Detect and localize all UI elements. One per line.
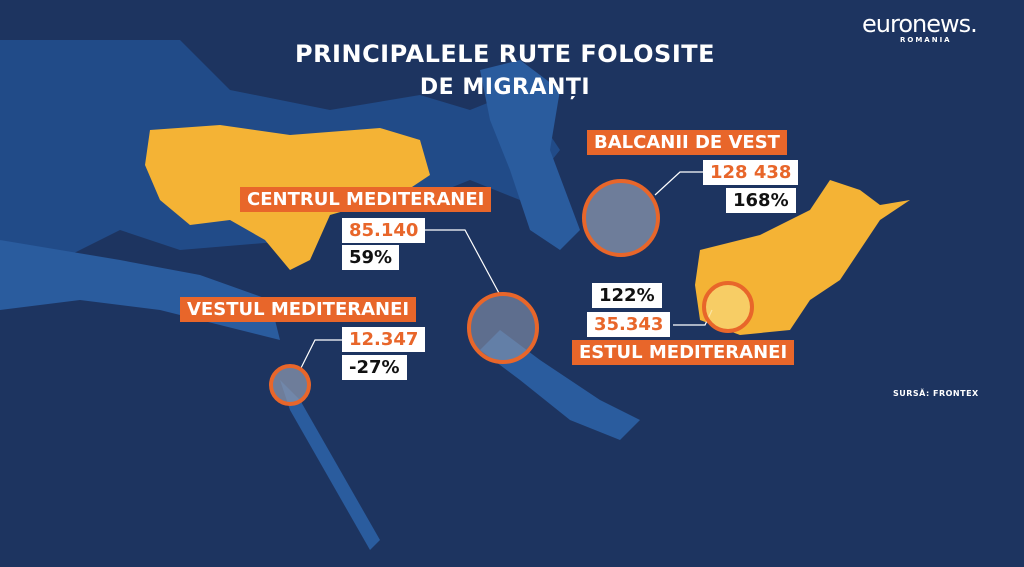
route-circle bbox=[269, 364, 311, 406]
route-change: 59% bbox=[342, 245, 400, 270]
connector bbox=[425, 229, 501, 296]
route-circle bbox=[582, 179, 660, 257]
route-circle bbox=[702, 281, 754, 333]
title: DE MIGRANȚI bbox=[419, 75, 591, 100]
route-change: -27% bbox=[342, 355, 407, 380]
route-count: 35.343 bbox=[587, 312, 671, 337]
route-circle bbox=[467, 292, 539, 364]
route-change: 122% bbox=[592, 283, 662, 308]
source: SURSĂ: FRONTEX bbox=[893, 389, 979, 398]
connector bbox=[654, 171, 703, 196]
route-count: 85.140 bbox=[342, 218, 426, 243]
red-sea bbox=[280, 380, 380, 550]
caspian-sea bbox=[480, 60, 580, 250]
route-count: 12.347 bbox=[342, 327, 426, 352]
route-name: ESTUL MEDITERANEI bbox=[572, 340, 795, 365]
route-name: VESTUL MEDITERANEI bbox=[180, 297, 417, 322]
connector bbox=[299, 339, 342, 371]
logo-region: ROMANIA bbox=[900, 36, 952, 44]
route-change: 168% bbox=[726, 188, 796, 213]
route-name: BALCANII DE VEST bbox=[587, 130, 787, 155]
route-count: 128 438 bbox=[703, 160, 799, 185]
title: PRINCIPALELE RUTE FOLOSITE bbox=[294, 40, 716, 68]
route-name: CENTRUL MEDITERANEI bbox=[240, 187, 492, 212]
logo: euronews. bbox=[862, 10, 978, 38]
